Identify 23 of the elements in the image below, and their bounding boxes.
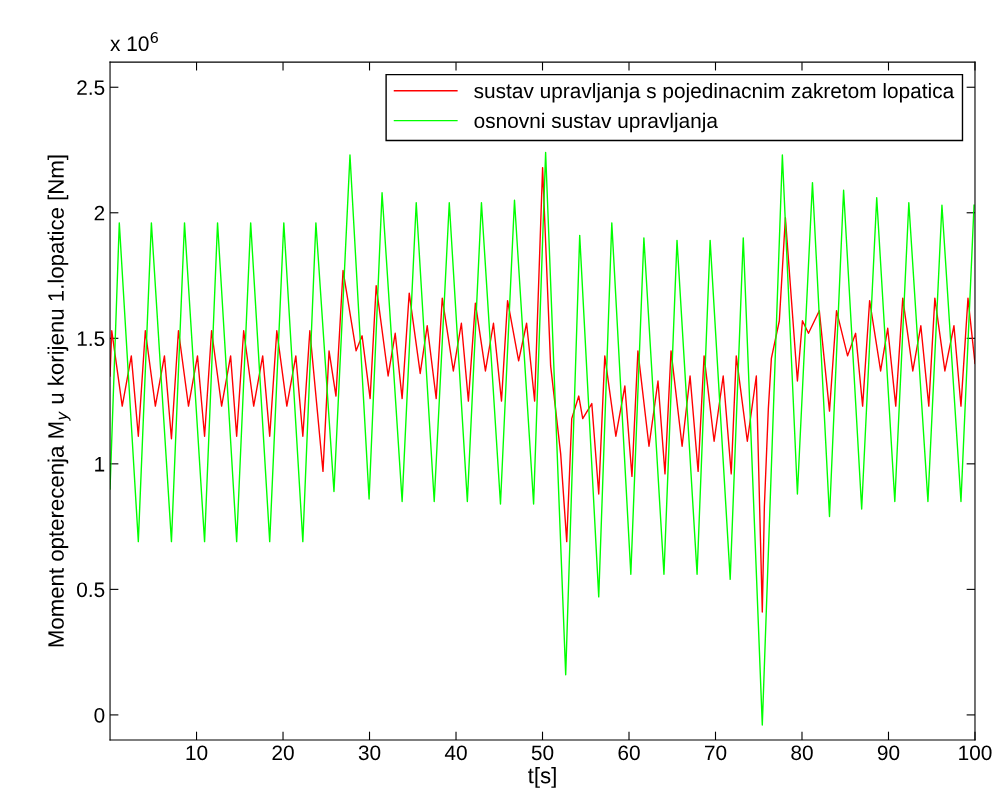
line-series [110,166,975,613]
x-tick-label: 10 [186,745,208,761]
x-tick-label: 90 [877,745,900,761]
y-tick-label: 0.5 [77,582,105,598]
x-tick-label: 80 [791,745,813,761]
y-tick-label: 2 [94,205,105,221]
legend-label: osnovni sustav upravljanja [474,112,718,133]
x-tick-label: 40 [444,745,467,761]
y-tick-label: 0 [94,707,105,723]
x-tick-label: 70 [704,745,727,761]
x-axis-title: t[s] [528,767,556,788]
y-tick-label: 2.5 [77,80,105,95]
x-tick-label: 100 [959,745,992,761]
y-tick-label: 1.5 [77,331,105,347]
line-series [110,151,975,726]
y-tick-label: 1 [95,457,105,472]
x-tick-label: 50 [531,745,554,761]
x-tick-label: 60 [618,745,640,761]
y-axis-title: Moment opterecenja M$_{y}$ u korijenu 1.lopatice [Nm] [47,155,71,647]
text: x 10$^{6}$ [110,32,158,52]
legend-label: sustav upravljanja s pojedinacnim zakretom lopatica [474,82,955,103]
x-tick-label: 20 [272,745,294,761]
x-tick-label: 30 [358,745,381,761]
